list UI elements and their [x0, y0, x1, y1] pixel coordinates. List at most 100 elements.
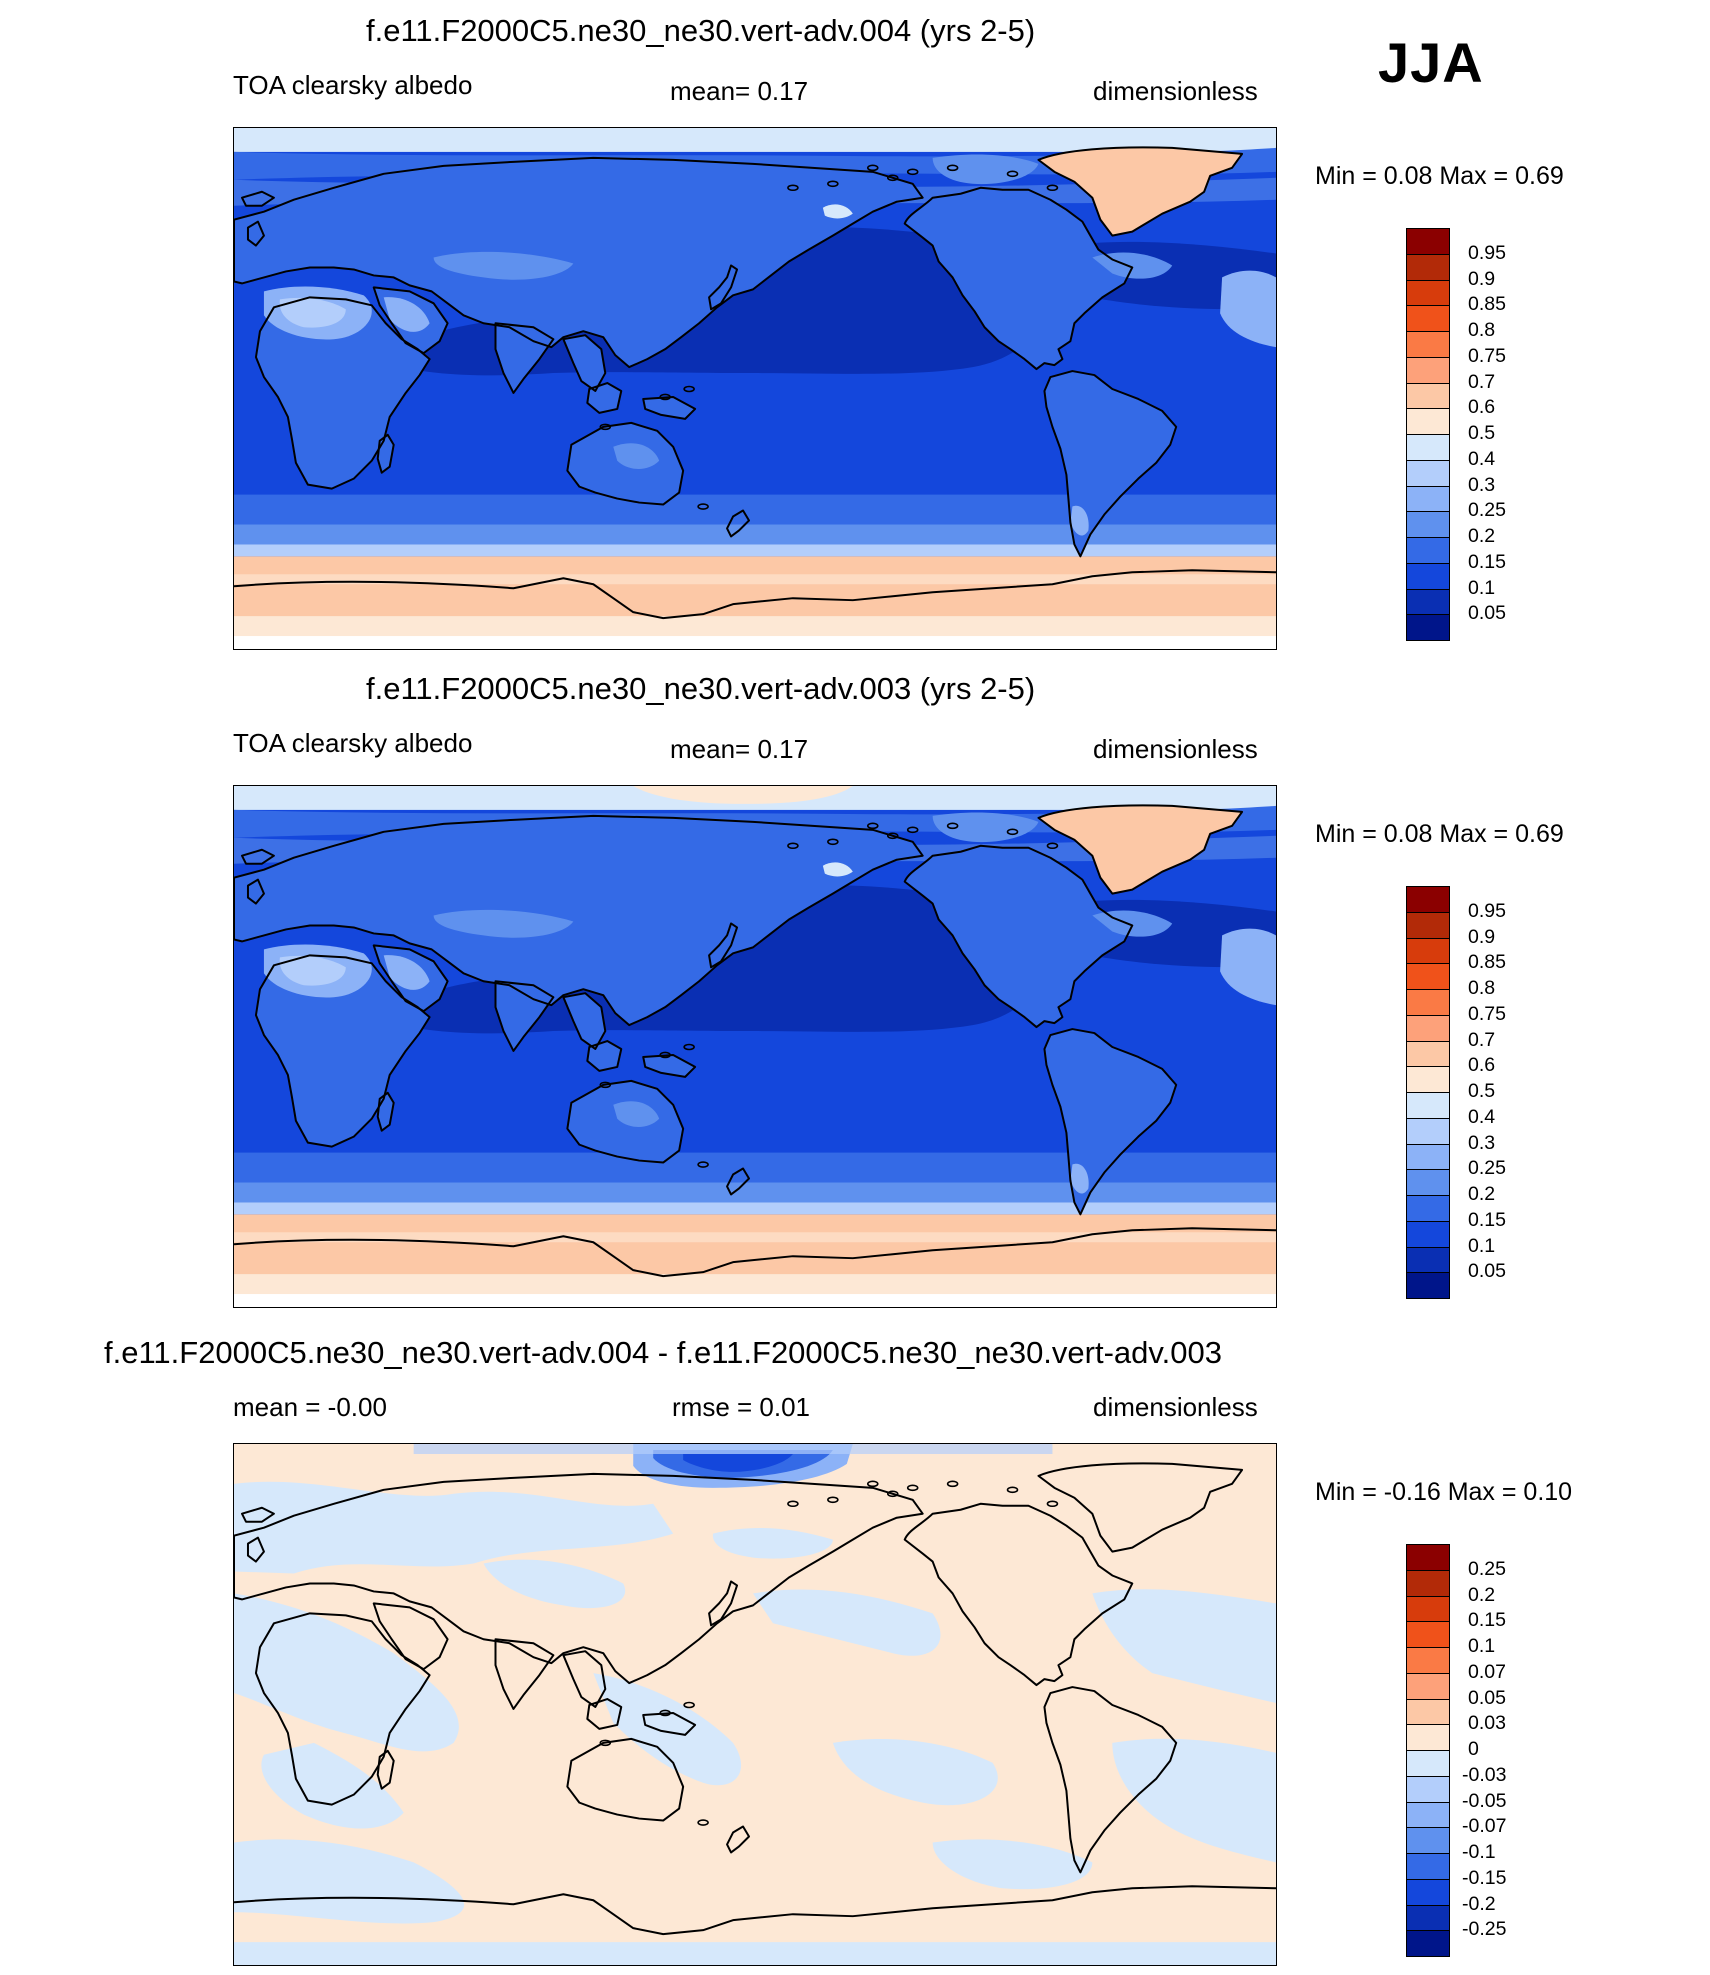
colorbar-box — [1406, 1621, 1450, 1648]
colorbar-tick-label: 0.4 — [1468, 1105, 1496, 1128]
colorbar-box — [1406, 1775, 1450, 1802]
colorbar-box — [1406, 459, 1450, 486]
colorbar-box — [1406, 1595, 1450, 1622]
colorbar-box — [1406, 1930, 1450, 1957]
colorbar-box — [1406, 1647, 1450, 1674]
colorbar-box — [1406, 1801, 1450, 1828]
panel-2-units-label: dimensionless — [1093, 734, 1258, 764]
colorbar-box — [1406, 279, 1450, 306]
colorbar-box — [1406, 228, 1450, 255]
colorbar-box — [1406, 1544, 1450, 1571]
colorbar-tick-label: 0.6 — [1468, 396, 1496, 419]
colorbar-tick-label: 0.05 — [1468, 602, 1506, 625]
colorbar-box — [1406, 434, 1450, 461]
colorbar-tick-label: 0.2 — [1468, 1583, 1496, 1606]
colorbar-tick-label: -0.15 — [1462, 1866, 1507, 1889]
colorbar-box — [1406, 963, 1450, 990]
colorbar-box — [1406, 537, 1450, 564]
colorbar-tick-label: 0.3 — [1468, 1131, 1496, 1154]
season-label: JJA — [1378, 31, 1484, 94]
colorbar-box — [1406, 1878, 1450, 1905]
panel-2-map — [233, 785, 1277, 1308]
panel-2-title: f.e11.F2000C5.ne30_ne30.vert-adv.003 (yr… — [366, 671, 1036, 706]
colorbar-tick-label: 0 — [1468, 1738, 1479, 1760]
colorbar-box — [1406, 253, 1450, 280]
panel-2-colorbar: 0.95 0.9 0.85 0.8 0.75 0.7 0.6 0.5 0.4 0.3 0.25 0.2… — [1406, 886, 1506, 1299]
panel-3-rmse-label: rmse = 0.01 — [672, 1392, 811, 1422]
colorbar-tick-label: 0.7 — [1468, 370, 1496, 393]
colorbar-tick-label: 0.75 — [1468, 1002, 1506, 1025]
colorbar-box — [1406, 1220, 1450, 1247]
colorbar-tick-label: 0.05 — [1468, 1260, 1506, 1283]
colorbar-box — [1406, 1246, 1450, 1273]
colorbar-tick-label: 0.8 — [1468, 319, 1496, 341]
colorbar-box — [1406, 1014, 1450, 1041]
colorbar-tick-label: 0.5 — [1468, 1080, 1496, 1102]
colorbar-tick-label: 0.1 — [1468, 1234, 1496, 1257]
colorbar-box — [1406, 511, 1450, 538]
panel-3-mean-label: mean = -0.00 — [233, 1392, 387, 1422]
colorbar-tick-label: 0.85 — [1468, 951, 1506, 974]
colorbar-tick-label: 0.4 — [1468, 447, 1496, 470]
panel-2-mean-label: mean= 0.17 — [670, 734, 809, 764]
colorbar-tick-label: 0.6 — [1468, 1054, 1496, 1077]
panel-3-map — [233, 1443, 1277, 1966]
colorbar-box — [1406, 1040, 1450, 1067]
colorbar-tick-label: 0.85 — [1468, 293, 1506, 316]
colorbar-box — [1406, 937, 1450, 964]
panel-1-variable-label: TOA clearsky albedo — [233, 70, 473, 100]
colorbar-tick-label: 0.3 — [1468, 473, 1496, 496]
colorbar-box — [1406, 1169, 1450, 1196]
colorbar-box — [1406, 1272, 1450, 1299]
colorbar-box — [1406, 1698, 1450, 1725]
panel-1-title: f.e11.F2000C5.ne30_ne30.vert-adv.004 (yr… — [366, 13, 1036, 48]
colorbar-tick-label: 0.2 — [1468, 525, 1496, 547]
colorbar-box — [1406, 886, 1450, 913]
colorbar-box — [1406, 1904, 1450, 1931]
colorbar-tick-label: 0.2 — [1468, 1183, 1496, 1205]
colorbar-tick-label: 0.95 — [1468, 899, 1506, 922]
colorbar-box — [1406, 1117, 1450, 1144]
panel-1-colorbar: 0.95 0.9 0.85 0.8 0.75 0.7 0.6 0.5 0.4 0.3 0.25 0.2… — [1406, 228, 1506, 641]
panel-1-minmax-label: Min = 0.08 Max = 0.69 — [1315, 162, 1564, 190]
colorbar-tick-label: 0.25 — [1468, 1157, 1506, 1180]
panel-1-units-label: dimensionless — [1093, 76, 1258, 106]
panel-2-minmax-label: Min = 0.08 Max = 0.69 — [1315, 820, 1564, 848]
panel-3-title: f.e11.F2000C5.ne30_ne30.vert-adv.004 - f… — [104, 1335, 1222, 1370]
colorbar-tick-label: -0.1 — [1462, 1841, 1496, 1863]
panel-1-mean-label: mean= 0.17 — [670, 76, 809, 106]
colorbar-tick-label: 0.75 — [1468, 344, 1506, 367]
colorbar-box — [1406, 911, 1450, 938]
colorbar-box — [1406, 1724, 1450, 1751]
colorbar-box — [1406, 331, 1450, 358]
colorbar-tick-label: 0.1 — [1468, 576, 1496, 599]
colorbar-tick-label: 0.25 — [1468, 1557, 1506, 1580]
colorbar-box — [1406, 614, 1450, 641]
colorbar-tick-label: 0.25 — [1468, 499, 1506, 522]
colorbar-tick-label: 0.95 — [1468, 241, 1506, 264]
colorbar-tick-label: 0.1 — [1468, 1635, 1496, 1657]
colorbar-tick-label: 0.03 — [1468, 1712, 1506, 1735]
colorbar-tick-label: -0.2 — [1462, 1892, 1496, 1915]
colorbar-tick-label: 0.5 — [1468, 422, 1496, 444]
colorbar-box — [1406, 305, 1450, 332]
colorbar-tick-label: -0.05 — [1462, 1789, 1507, 1812]
colorbar-box — [1406, 1092, 1450, 1119]
colorbar-box — [1406, 1143, 1450, 1170]
panel-3-units-label: dimensionless — [1093, 1392, 1258, 1422]
colorbar-box — [1406, 1569, 1450, 1596]
colorbar-tick-label: -0.25 — [1462, 1918, 1507, 1941]
panel-3-minmax-label: Min = -0.16 Max = 0.10 — [1315, 1478, 1573, 1506]
colorbar-box — [1406, 1827, 1450, 1854]
colorbar-box — [1406, 356, 1450, 383]
colorbar-box — [1406, 408, 1450, 435]
colorbar-box — [1406, 1853, 1450, 1880]
panel-3-colorbar: 0.25 0.2 0.15 0.1 0.07 0.05 0.03 0 -0.03 -0.05 -0.… — [1406, 1544, 1506, 1957]
colorbar-tick-label: 0.15 — [1468, 1609, 1506, 1632]
colorbar-box — [1406, 485, 1450, 512]
colorbar-box — [1406, 1672, 1450, 1699]
colorbar-box — [1406, 382, 1450, 409]
colorbar-tick-label: 0.9 — [1468, 267, 1496, 290]
panel-2-variable-label: TOA clearsky albedo — [233, 728, 473, 758]
colorbar-tick-label: 0.9 — [1468, 925, 1496, 948]
